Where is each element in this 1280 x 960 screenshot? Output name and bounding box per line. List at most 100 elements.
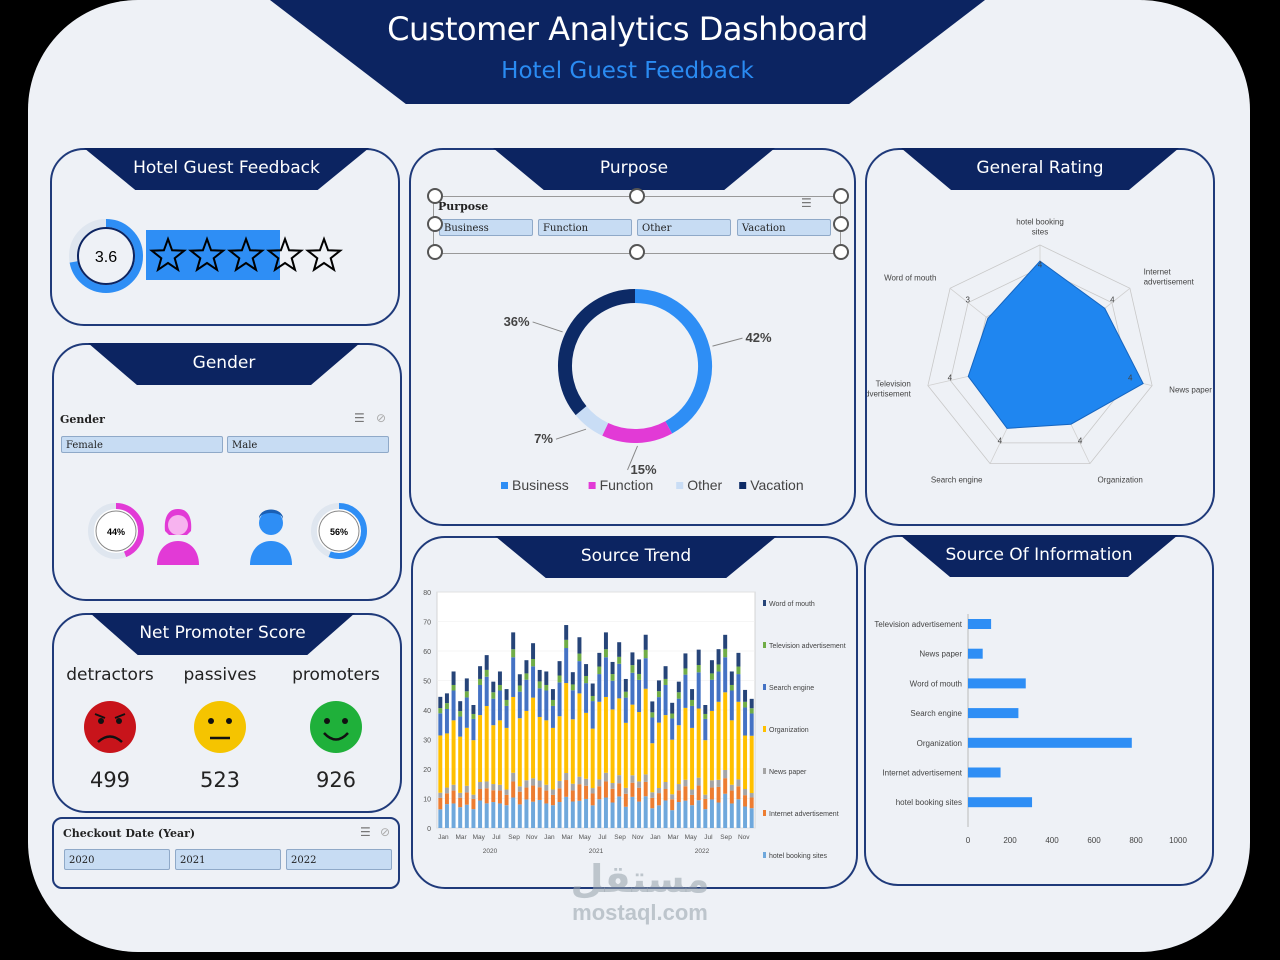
trend-bar-segment — [484, 788, 489, 804]
radar-category-label: Internet advertisement — [1144, 267, 1195, 286]
purpose-slicer-title: Purpose — [438, 200, 489, 213]
trend-bar-segment — [656, 788, 661, 794]
gender-option-male[interactable]: Male — [227, 436, 389, 453]
trend-bar-segment — [723, 634, 728, 649]
trend-bar-segment — [729, 690, 734, 721]
x-tick-label: 400 — [1045, 836, 1059, 845]
trend-bar-segment — [584, 675, 589, 684]
trend-bar-segment — [564, 625, 569, 640]
trend-bar-segment — [603, 632, 608, 650]
trend-bar-segment — [497, 803, 502, 828]
page-title: Customer Analytics Dashboard — [387, 10, 868, 48]
trend-bar-segment — [650, 808, 655, 828]
purpose-option-business[interactable]: Business — [439, 219, 533, 236]
trend-bar-segment — [484, 655, 489, 670]
trend-bar-segment — [603, 781, 608, 798]
trend-bar-segment — [438, 713, 443, 736]
nps-group-promoters: promoters 926 — [286, 665, 386, 792]
purpose-option-function[interactable]: Function — [538, 219, 632, 236]
trend-bar-segment — [504, 805, 509, 828]
trend-bar-segment — [703, 718, 708, 741]
trend-bar-segment — [451, 671, 456, 685]
filter-icon[interactable]: ☰ — [801, 196, 812, 210]
radar-category-label: Word of mouth — [884, 273, 936, 282]
gender-option-female[interactable]: Female — [61, 436, 223, 453]
trend-bar-segment — [696, 672, 701, 709]
trend-bar-segment — [690, 789, 695, 795]
radar-tick-label: 4 — [1110, 295, 1115, 304]
trend-bar-segment — [650, 743, 655, 793]
trend-bar-segment — [438, 735, 443, 793]
x-tick-label: 600 — [1087, 836, 1101, 845]
trend-bar-segment — [617, 783, 622, 797]
year-option-2022[interactable]: 2022 — [286, 849, 392, 870]
legend-label: Vacation — [750, 477, 803, 493]
trend-bar-segment — [464, 697, 469, 728]
trend-bar-segment — [663, 684, 668, 716]
legend-swatch — [763, 642, 766, 648]
nps-count: 523 — [199, 768, 241, 792]
trend-bar-segment — [478, 678, 483, 685]
radar-category-label: Search engine — [931, 475, 983, 484]
trend-bar-segment — [564, 796, 569, 828]
trend-bar-segment — [709, 787, 714, 800]
trend-bar-segment — [656, 805, 661, 828]
trend-bar-segment — [736, 799, 741, 828]
clear-filter-icon[interactable]: ⊘ — [380, 825, 391, 839]
trend-bar-segment — [610, 783, 615, 789]
trend-bar-segment — [597, 779, 602, 787]
trend-bar-segment — [550, 805, 555, 828]
trend-bar-segment — [537, 669, 542, 682]
trend-bar-segment — [690, 727, 695, 790]
trend-bar-segment — [497, 784, 502, 791]
slicer-handles[interactable] — [411, 180, 858, 310]
source-bar — [968, 648, 983, 659]
trend-bar-segment — [603, 649, 608, 658]
trend-bar-segment — [484, 706, 489, 782]
face-icon — [194, 701, 246, 753]
trend-bar-segment — [703, 794, 708, 799]
trend-bar-segment — [584, 712, 589, 779]
source-category-label: Search engine — [910, 709, 962, 718]
trend-bar-segment — [564, 648, 569, 684]
nps-label: passives — [183, 665, 257, 685]
purpose-panel-title: Purpose — [493, 148, 775, 190]
trend-bar-segment — [650, 792, 655, 798]
trend-bar-segment — [577, 693, 582, 777]
trend-bar-segment — [723, 793, 728, 828]
trend-bar-segment — [656, 691, 661, 698]
y-tick-label: 70 — [423, 620, 431, 627]
trend-bar-segment — [703, 809, 708, 828]
clear-filter-icon[interactable]: ⊘ — [376, 411, 387, 425]
trend-bar-segment — [670, 702, 675, 714]
trend-bar-segment — [517, 718, 522, 787]
purpose-slice-function — [602, 421, 673, 443]
trend-bar-segment — [517, 685, 522, 692]
year-option-2021[interactable]: 2021 — [175, 849, 281, 870]
nps-count: 499 — [89, 768, 131, 792]
trend-bar-segment — [590, 728, 595, 789]
female-icon — [157, 509, 199, 565]
trend-bar-segment — [729, 784, 734, 791]
trend-bar-segment — [623, 678, 628, 692]
trend-bar-segment — [676, 802, 681, 828]
trend-bar-segment — [743, 806, 748, 828]
radar-series — [967, 260, 1144, 429]
legend-label: hotel booking sites — [769, 853, 827, 860]
purpose-slice-other — [575, 405, 609, 436]
checkout-slicer: Checkout Date (Year) ☰ ⊘ 2020 2021 2022 — [52, 817, 400, 889]
trend-bar-segment — [491, 790, 496, 803]
purpose-option-other[interactable]: Other — [637, 219, 731, 236]
filter-icon[interactable]: ☰ — [360, 825, 371, 839]
source-bar — [968, 737, 1132, 748]
trend-bar-segment — [676, 698, 681, 726]
month-tick-label: Mar — [667, 834, 679, 841]
trend-bar-segment — [524, 780, 529, 788]
purpose-option-vacation[interactable]: Vacation — [737, 219, 831, 236]
trend-bar-segment — [504, 794, 509, 806]
checkout-slicer-title: Checkout Date (Year) — [63, 827, 196, 840]
filter-icon[interactable]: ☰ — [354, 411, 365, 425]
trend-bar-segment — [670, 799, 675, 811]
year-option-2020[interactable]: 2020 — [64, 849, 170, 870]
trend-bar-segment — [464, 691, 469, 698]
